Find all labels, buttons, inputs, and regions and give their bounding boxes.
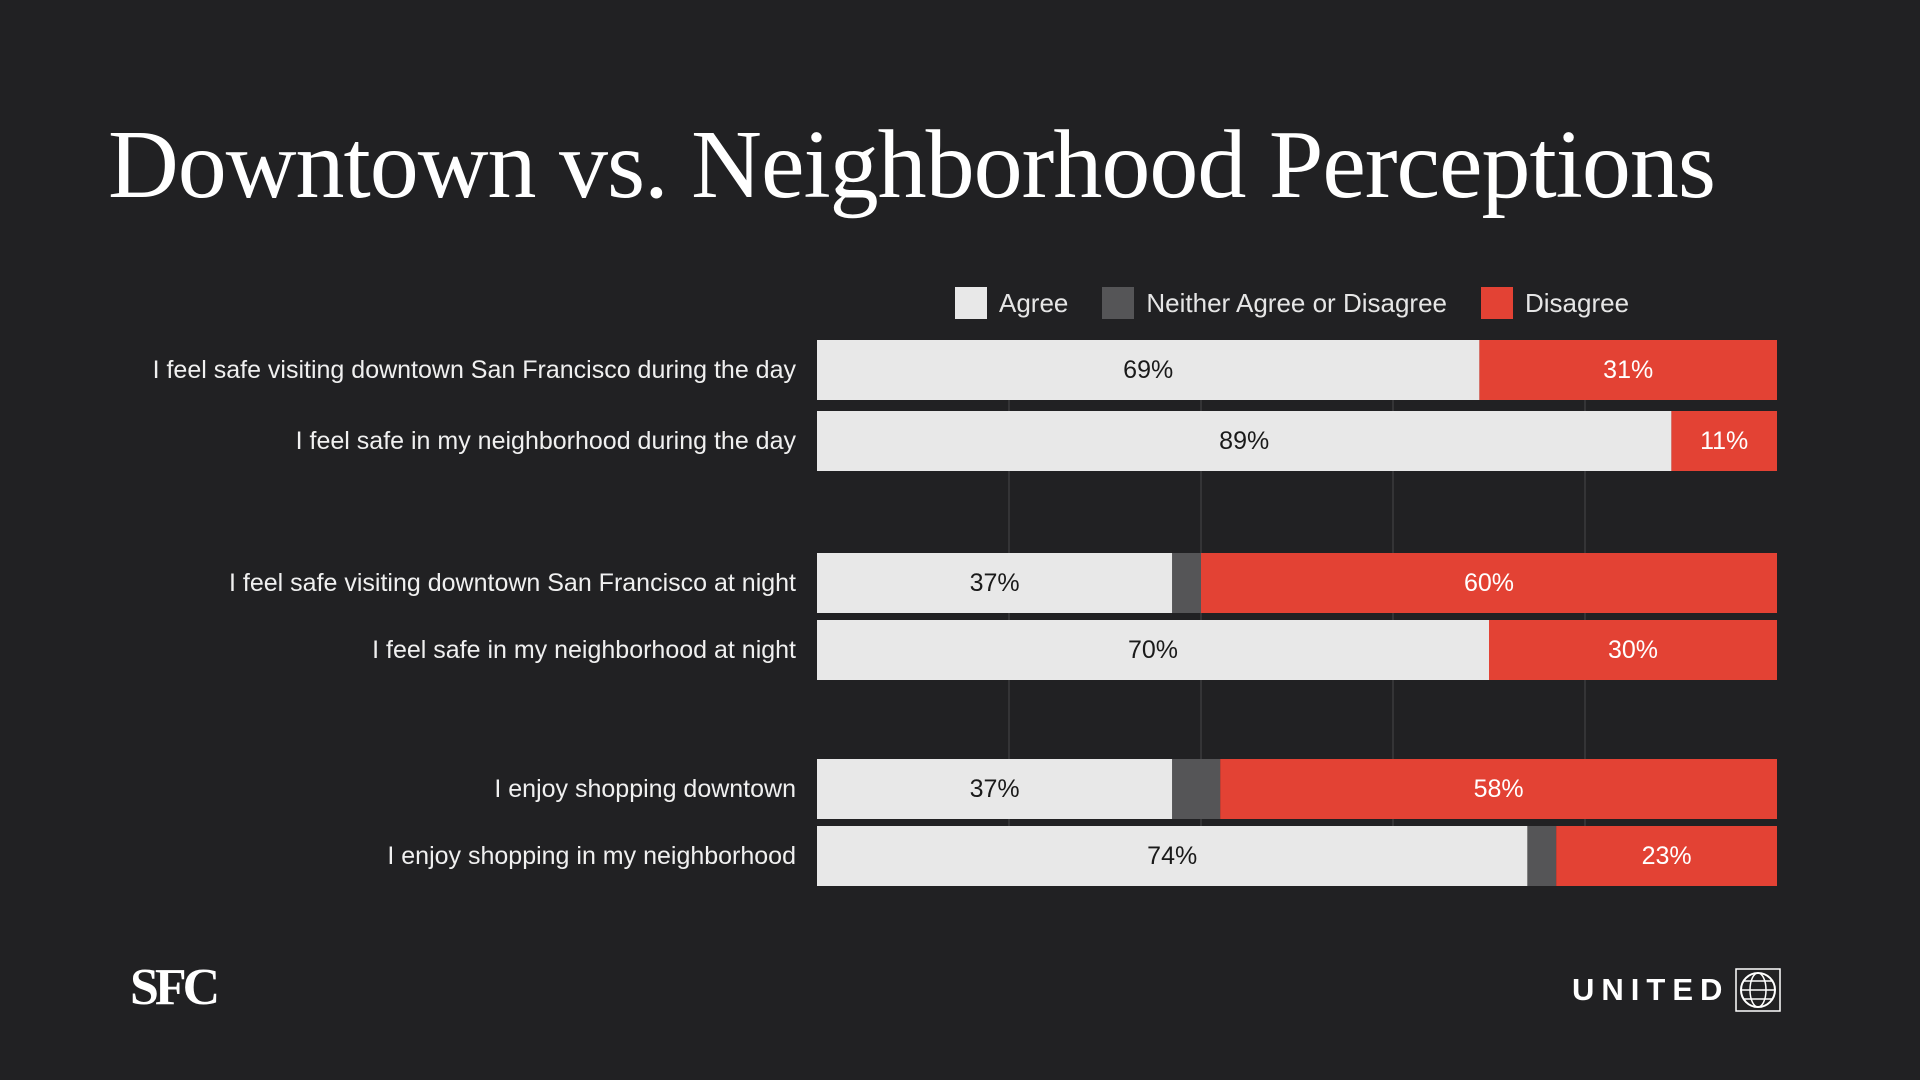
bar-segment-disagree [1201,553,1777,613]
united-wordmark: UNITED [1572,972,1730,1007]
sfc-logo: SFC [130,959,220,1016]
category-label: I feel safe visiting downtown San Franci… [229,569,796,597]
category-label: I enjoy shopping in my neighborhood [387,842,796,870]
bar-segment-agree [817,620,1489,680]
legend-label-disagree: Disagree [1525,287,1630,318]
legend-item-neither: Neither Agree or Disagree [1102,287,1447,319]
data-label: 70% [1128,636,1178,664]
legend-label-agree: Agree [999,287,1069,318]
bar-segment-agree [817,553,1173,613]
data-label: 31% [1603,356,1653,384]
data-label: 74% [1147,842,1197,870]
category-label: I enjoy shopping downtown [494,775,796,803]
bar-segment-neither-agree-or-disagree [1172,759,1221,819]
data-label: 23% [1642,842,1692,870]
data-label: 37% [970,569,1020,597]
bar-segment-neither-agree-or-disagree [1172,553,1201,613]
legend-swatch-agree [955,287,987,319]
bar-segment-disagree [1220,759,1777,819]
category-label: I feel safe in my neighborhood during th… [296,427,797,455]
data-label: 69% [1123,356,1173,384]
united-globe-icon [1735,968,1782,1012]
chart-legend: Agree Neither Agree or Disagree Disagree [955,285,1629,321]
bar-segment-agree [817,411,1672,471]
data-label: 37% [970,775,1020,803]
bar-segment-disagree [1556,826,1777,886]
category-label: I feel safe in my neighborhood at night [372,636,796,664]
legend-item-agree: Agree [955,287,1068,319]
chart-title: Downtown vs. Neighborhood Perceptions [108,111,1716,219]
bar-segment-agree [817,340,1480,400]
data-label: 89% [1219,427,1269,455]
category-label: I feel safe visiting downtown San Franci… [153,356,797,384]
bar-segment-disagree [1489,620,1777,680]
data-label: 30% [1608,636,1658,664]
legend-label-neither: Neither Agree or Disagree [1146,287,1447,318]
bar-segment-disagree [1671,411,1777,471]
data-label: 58% [1474,775,1524,803]
bar-segment-agree [817,759,1173,819]
bar-segment-disagree [1479,340,1777,400]
bar-segment-agree [817,826,1528,886]
united-logo: UNITED [1572,968,1782,1012]
bar-segment-neither-agree-or-disagree [1527,826,1557,886]
data-label: 11% [1700,427,1748,455]
legend-swatch-disagree [1481,287,1513,319]
data-label: 60% [1464,569,1514,597]
legend-item-disagree: Disagree [1481,287,1629,319]
legend-swatch-neither [1102,287,1135,319]
